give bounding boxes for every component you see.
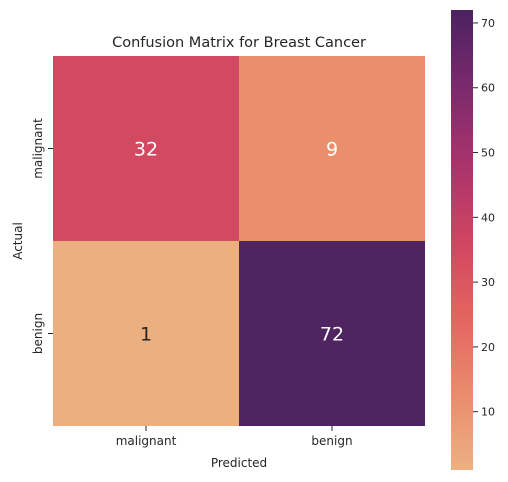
x-tick-label: malignant [116,434,177,448]
colorbar-tick-label: 10 [481,406,495,419]
x-tick-label: benign [311,434,352,448]
colorbar-tick-label: 70 [481,17,495,30]
colorbar-tick-label: 50 [481,147,495,160]
x-axis-label: Predicted [211,456,267,470]
heatmap-cell-benign-malignant [53,241,239,426]
colorbar: 10 20 30 40 50 60 70 [451,10,495,470]
y-tick-label: malignant [31,118,45,179]
cell-value-label: 9 [326,139,338,161]
cell-value-label: 72 [320,324,344,346]
y-axis-label: Actual [11,222,25,260]
colorbar-tick-label: 30 [481,276,495,289]
heatmap-annotations: 32 9 1 72 [134,139,344,346]
y-tick-label: benign [31,313,45,354]
colorbar-ticks: 10 20 30 40 50 60 70 [473,17,495,419]
colorbar-gradient [451,10,473,470]
colorbar-tick-label: 20 [481,341,495,354]
heatmap-cell-benign-benign [239,241,425,426]
heatmap-cell-malignant-malignant [53,56,239,241]
cell-value-label: 32 [134,139,158,161]
heatmap-cells [53,56,425,426]
cell-value-label: 1 [140,324,152,346]
colorbar-tick-label: 60 [481,82,495,95]
chart-title: Confusion Matrix for Breast Cancer [112,35,366,51]
y-axis: malignant benign [31,118,53,354]
heatmap-cell-malignant-benign [239,56,425,241]
x-axis: malignant benign [116,426,353,448]
colorbar-tick-label: 40 [481,211,495,224]
